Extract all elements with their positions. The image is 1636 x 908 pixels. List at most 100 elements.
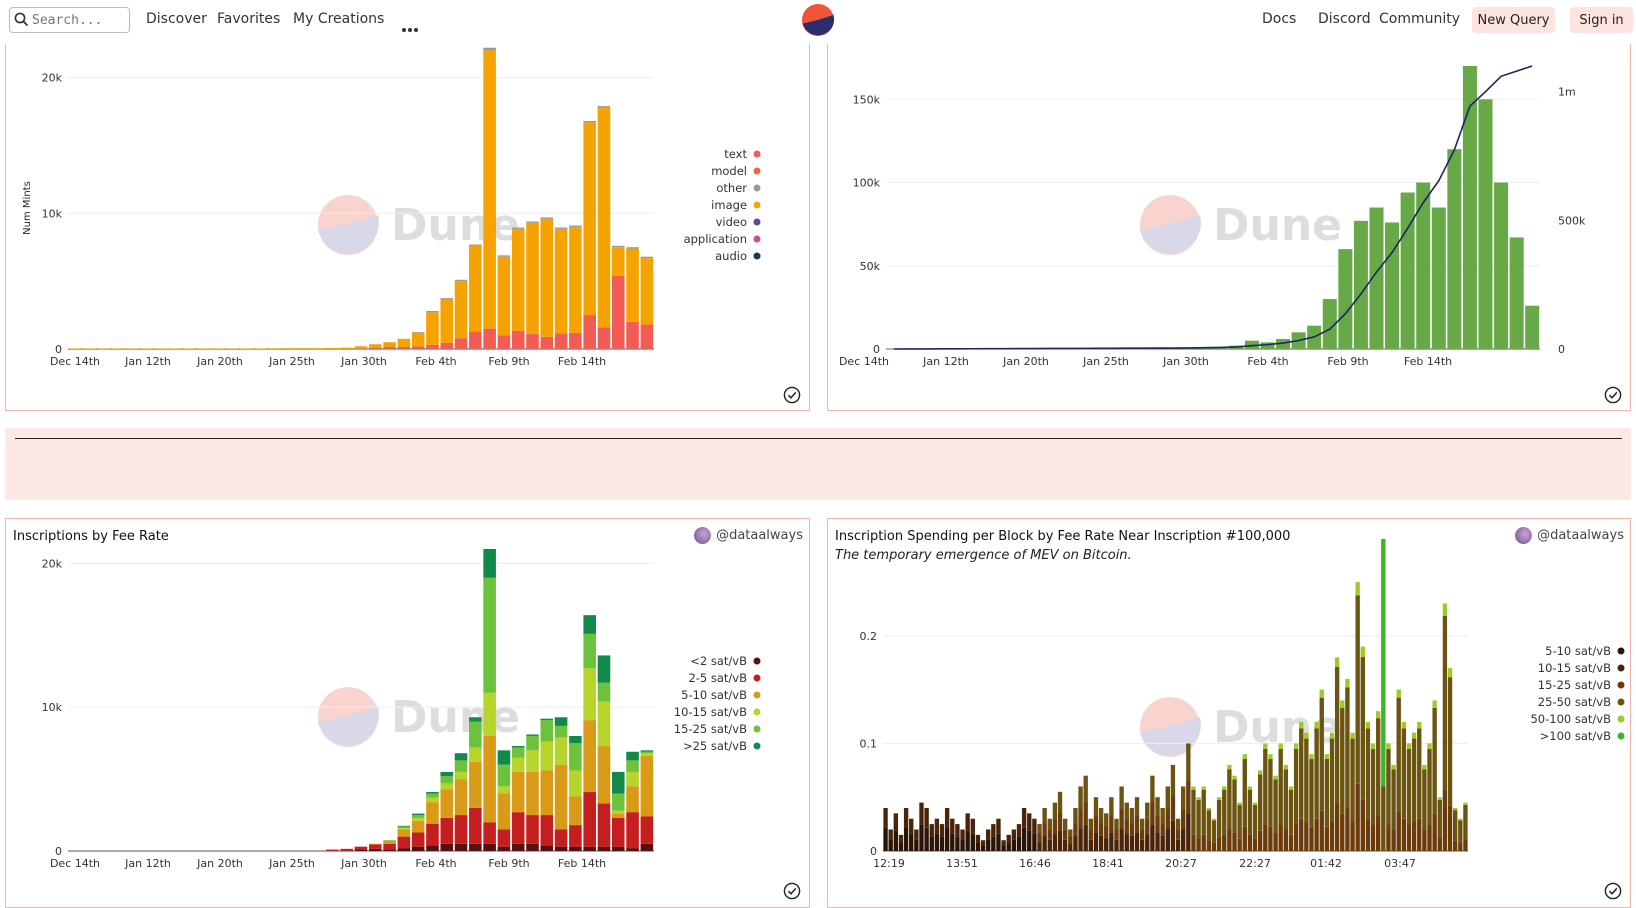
dune-watermark-text: Dune <box>1213 199 1343 251</box>
bar-segment <box>483 328 496 349</box>
bar-segment <box>440 298 454 300</box>
bar-segment <box>1227 764 1232 770</box>
bar-segment <box>1386 824 1391 851</box>
x-tick-label: Feb 9th <box>488 857 529 870</box>
check-circle-icon[interactable] <box>1604 386 1622 404</box>
bar-segment <box>1396 689 1401 698</box>
nav-my-creations[interactable]: My Creations <box>293 11 385 27</box>
bar-segment <box>483 549 496 578</box>
nav-docs[interactable]: Docs <box>1262 11 1297 27</box>
legend-label: image <box>711 198 747 212</box>
legend-label: <2 sat/vB <box>690 654 747 668</box>
bar-segment <box>1278 748 1283 825</box>
bar-segment <box>640 756 654 817</box>
y2-tick-label: 1m <box>1558 86 1576 99</box>
search-input[interactable] <box>32 11 126 29</box>
bar-segment <box>1437 799 1442 838</box>
bar-segment <box>1098 823 1104 836</box>
bar-segment <box>383 849 396 851</box>
bar-segment <box>540 218 554 337</box>
bar-segment <box>1160 823 1165 836</box>
new-query-button[interactable]: New Query <box>1472 7 1555 33</box>
bar-segment <box>1299 818 1304 851</box>
bar-segment <box>1124 802 1129 820</box>
bar-segment <box>1052 802 1058 820</box>
sign-in-button[interactable]: Sign in <box>1570 7 1633 33</box>
more-menu-icon[interactable] <box>402 17 420 36</box>
bar-segment <box>1299 721 1304 729</box>
check-circle-icon[interactable] <box>783 882 801 900</box>
y-tick-label: 0 <box>55 343 62 356</box>
bar-segment <box>1114 839 1119 851</box>
bar-segment <box>426 845 439 851</box>
bar-segment <box>1124 819 1129 835</box>
bar-segment <box>950 833 955 851</box>
bar-segment <box>454 771 468 780</box>
bar-segment <box>883 807 888 828</box>
nav-favorites[interactable]: Favorites <box>217 11 281 27</box>
bar-segment <box>1401 728 1407 819</box>
dune-watermark-icon <box>1140 697 1201 757</box>
nav-discord[interactable]: Discord <box>1318 11 1371 27</box>
bar-segment <box>569 225 582 227</box>
bar-segment <box>1309 754 1314 760</box>
x-tick-label: Dec 14th <box>839 355 889 368</box>
bar <box>1338 249 1353 349</box>
bar-segment <box>511 757 525 772</box>
bar-segment <box>1237 802 1242 806</box>
bar-segment <box>991 824 996 837</box>
bar-segment <box>411 332 425 347</box>
bar-segment <box>1124 834 1129 851</box>
legend-swatch <box>1617 698 1625 706</box>
author-link[interactable]: @dataalways <box>1515 527 1624 544</box>
bar-segment <box>354 846 368 850</box>
search-box[interactable] <box>9 7 130 33</box>
x-tick-label: Feb 14th <box>558 857 606 870</box>
legend-swatch <box>753 201 761 209</box>
bar-segment <box>1145 834 1150 851</box>
bar-segment <box>1273 779 1278 833</box>
bar-segment <box>383 840 396 844</box>
bar-segment <box>526 222 539 335</box>
dune-logo[interactable] <box>801 3 835 37</box>
bar-segment <box>554 227 568 229</box>
bar-segment <box>1257 770 1263 775</box>
y-tick-label: 20k <box>42 72 63 85</box>
nav-community[interactable]: Community <box>1379 11 1461 27</box>
bar-segment <box>1401 818 1407 851</box>
bar-segment <box>1216 797 1222 800</box>
check-circle-icon[interactable] <box>783 386 801 404</box>
bar-segment <box>950 818 955 834</box>
bar-segment <box>893 813 899 831</box>
bar-segment <box>1119 809 1124 829</box>
bar-segment <box>1016 824 1022 837</box>
bar-segment <box>526 843 539 851</box>
x-tick-label: Jan 12th <box>124 355 171 368</box>
bar-segment <box>1376 718 1381 817</box>
bar-segment <box>511 330 525 349</box>
legend-label: 5-10 sat/vB <box>1545 644 1611 658</box>
legend-swatch <box>753 235 761 243</box>
bar-segment <box>1042 823 1047 836</box>
bar-segment <box>1093 832 1099 851</box>
bar-segment <box>526 334 539 349</box>
bar <box>1276 339 1291 349</box>
bar-segment <box>1319 810 1324 851</box>
bar-segment <box>1062 830 1068 840</box>
bar-segment <box>1247 786 1253 790</box>
bar-segment <box>497 764 511 787</box>
author-link[interactable]: @dataalways <box>694 527 803 544</box>
nav-discover[interactable]: Discover <box>146 11 207 27</box>
bar-segment <box>569 770 582 797</box>
bar-segment <box>540 336 554 349</box>
check-circle-icon[interactable] <box>1604 882 1622 900</box>
bar-segment <box>369 844 382 849</box>
bar-segment <box>83 348 96 349</box>
bar-segment <box>1088 830 1094 840</box>
bar-segment <box>1447 668 1453 678</box>
bar-segment <box>1109 832 1114 851</box>
bar-segment <box>1160 835 1165 851</box>
bar-segment <box>1422 764 1427 770</box>
bar-segment <box>469 721 482 748</box>
bar-segment <box>1073 823 1078 836</box>
